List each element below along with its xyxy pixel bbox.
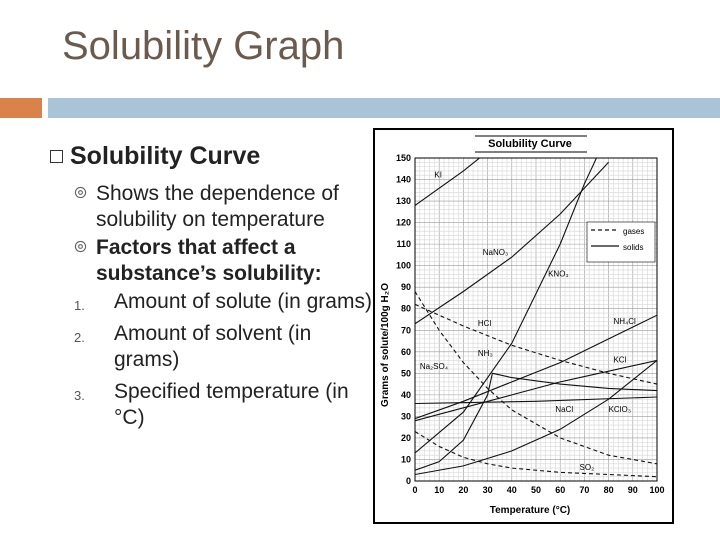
x-tick-label: 80 bbox=[604, 485, 614, 495]
sub-bullet-1: Shows the dependence of solubility on te… bbox=[44, 181, 374, 233]
bullet-heading-text: Solubility Curve bbox=[70, 142, 261, 170]
item-text: Amount of solvent (in grams) bbox=[114, 322, 312, 371]
y-tick-label: 140 bbox=[396, 175, 411, 185]
x-tick-label: 40 bbox=[507, 485, 517, 495]
y-tick-label: 110 bbox=[396, 239, 411, 249]
sub-bullet-text: Shows the dependence of solubility on te… bbox=[96, 182, 339, 231]
numbered-item-1: 1. Amount of solute (in grams) bbox=[44, 289, 374, 315]
series-line bbox=[415, 161, 610, 325]
y-tick-label: 150 bbox=[396, 153, 411, 163]
solubility-chart: Solubility Curve 0 10 20 30 40 50 60 70 80 90 100 0… bbox=[373, 128, 674, 524]
numbered-item-3: 3. Specified temperature (in °C) bbox=[44, 379, 374, 431]
y-tick-label: 60 bbox=[401, 347, 411, 357]
series-label: KCl bbox=[613, 356, 626, 365]
x-tick-label: 50 bbox=[531, 485, 541, 495]
legend-label: solids bbox=[623, 243, 643, 252]
series-label: KNO₃ bbox=[548, 269, 569, 278]
series-line bbox=[415, 303, 657, 385]
y-tick-label: 80 bbox=[401, 304, 411, 314]
x-axis-label: Temperature (°C) bbox=[490, 505, 571, 516]
y-tick-label: 100 bbox=[396, 261, 411, 271]
series-line bbox=[415, 396, 657, 405]
series-label: KI bbox=[434, 170, 442, 179]
slide-title: Solubility Graph bbox=[62, 24, 345, 68]
item-number: 1. bbox=[74, 298, 85, 313]
accent-bar-blue bbox=[48, 98, 720, 118]
series-line bbox=[415, 372, 657, 471]
square-bullet-icon bbox=[50, 150, 63, 163]
legend-box bbox=[586, 221, 656, 263]
series-label: NaNO₃ bbox=[483, 248, 508, 257]
plot-frame bbox=[414, 157, 658, 482]
y-tick-label: 70 bbox=[401, 325, 411, 335]
chart-canvas: Solubility Curve 0 10 20 30 40 50 60 70 80 90 1000… bbox=[380, 135, 665, 516]
y-tick-label: 120 bbox=[396, 218, 411, 228]
y-tick-label: 20 bbox=[401, 433, 411, 443]
series-label: Na₂SO₄ bbox=[420, 362, 448, 371]
series-line bbox=[415, 359, 657, 476]
series-label: NaCl bbox=[555, 405, 573, 414]
grid bbox=[414, 157, 658, 482]
y-tick-label: 10 bbox=[401, 454, 411, 464]
series-label: KClO₃ bbox=[609, 405, 631, 414]
item-number: 2. bbox=[74, 330, 85, 345]
x-tick-label: 100 bbox=[649, 485, 664, 495]
series-line bbox=[415, 291, 657, 465]
legend: gases solids bbox=[586, 221, 656, 263]
series-line bbox=[415, 158, 597, 454]
accent-bar-orange bbox=[0, 98, 42, 118]
y-tick-label: 130 bbox=[396, 196, 411, 206]
x-tick-label: 0 bbox=[412, 485, 417, 495]
heading-bullet: Solubility Curve bbox=[44, 142, 374, 171]
series-line bbox=[415, 314, 657, 420]
sub-bullet-2: Factors that affect a substance’s solubi… bbox=[44, 235, 374, 287]
series-lines bbox=[415, 158, 657, 478]
legend-label: gases bbox=[623, 227, 644, 236]
item-number: 3. bbox=[74, 388, 85, 403]
x-tick-label: 70 bbox=[579, 485, 589, 495]
bullet-list: Solubility Curve Shows the dependence of… bbox=[44, 142, 374, 437]
series-line bbox=[415, 359, 657, 422]
x-tick-label: 90 bbox=[628, 485, 638, 495]
axis-ticks: 0 10 20 30 40 50 60 70 80 90 100 0 10 20 30 40 50 60 70 80 9… bbox=[396, 153, 665, 495]
gear-bullet-icon bbox=[74, 240, 87, 253]
sub-bullet-text: Factors that affect a substance’s solubi… bbox=[96, 236, 322, 285]
y-tick-label: 50 bbox=[401, 368, 411, 378]
numbered-item-2: 2. Amount of solvent (in grams) bbox=[44, 321, 374, 373]
y-tick-label: 0 bbox=[406, 476, 411, 486]
y-tick-label: 40 bbox=[401, 390, 411, 400]
series-labels: KI NaNO₃ KNO₃ HCl NH₄Cl NH₃ Na₂SO₄ KCl NaCl KClO₃… bbox=[420, 170, 636, 472]
x-tick-label: 30 bbox=[483, 485, 493, 495]
y-tick-label: 30 bbox=[401, 411, 411, 421]
y-tick-label: 90 bbox=[401, 282, 411, 292]
series-line bbox=[415, 158, 481, 206]
item-text: Specified temperature (in °C) bbox=[114, 380, 349, 429]
y-axis-label: Grams of solute/100g H₂O bbox=[380, 283, 391, 407]
x-tick-label: 10 bbox=[434, 485, 444, 495]
item-text: Amount of solute (in grams) bbox=[114, 290, 372, 313]
x-tick-label: 60 bbox=[555, 485, 565, 495]
series-label: HCl bbox=[478, 319, 492, 328]
x-tick-label: 20 bbox=[458, 485, 468, 495]
gear-bullet-icon bbox=[74, 186, 87, 199]
chart-title: Solubility Curve bbox=[488, 138, 572, 150]
series-label: NH₄Cl bbox=[613, 317, 636, 326]
series-line bbox=[415, 431, 657, 478]
series-label: NH₃ bbox=[478, 349, 493, 358]
series-label: SO₂ bbox=[580, 463, 595, 472]
